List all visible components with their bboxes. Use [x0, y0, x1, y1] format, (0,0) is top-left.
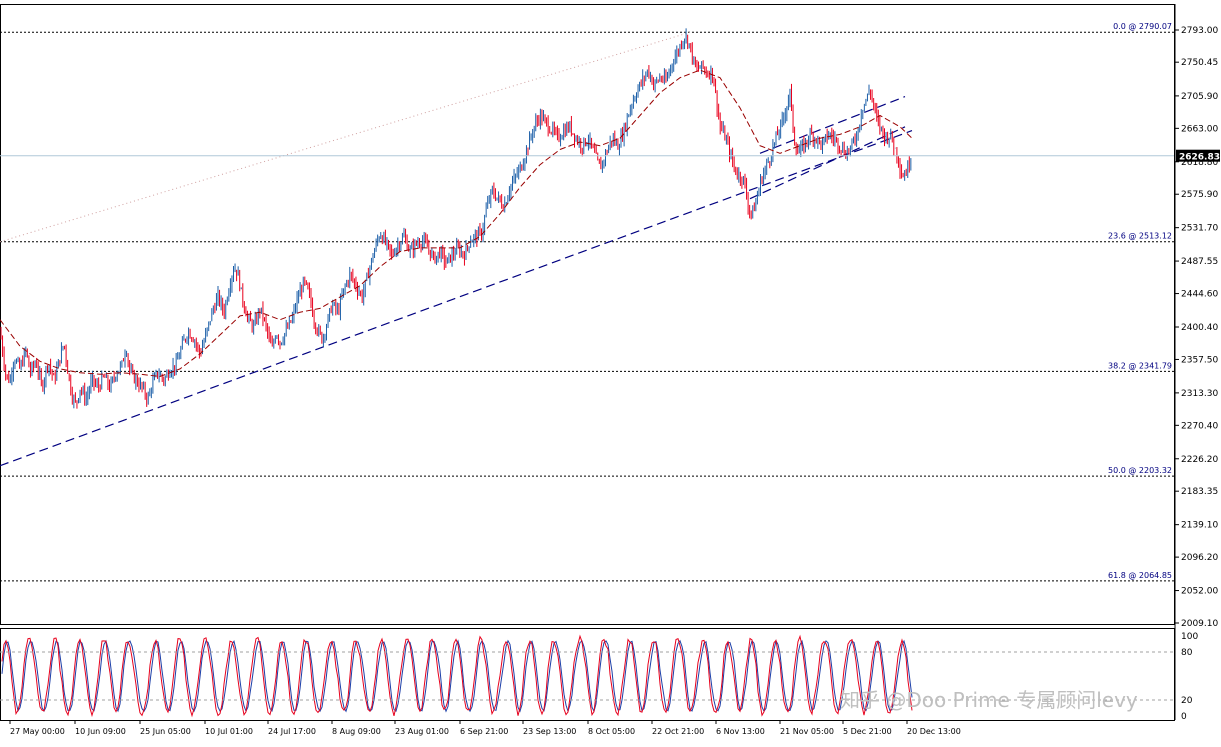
moving-average	[0, 69, 913, 378]
watermark-text: 知乎 @Doo Prime 专属顾问levy	[840, 688, 1138, 712]
stochastic-signal-line	[1, 639, 913, 713]
y-tick-label: 2618.80	[1181, 158, 1218, 168]
current-price-marker: 2626.83	[0, 149, 1220, 163]
y-tick-label: 2313.30	[1181, 389, 1218, 399]
y-tick-label: 2705.90	[1181, 92, 1218, 102]
x-tick-label: 27 May 00:00	[10, 727, 65, 736]
y-tick-label: 2663.00	[1181, 124, 1218, 134]
y-tick-label: 2183.35	[1181, 487, 1218, 497]
y-tick-label: 2750.45	[1181, 58, 1218, 68]
stochastic-main-line	[1, 634, 913, 718]
x-tick-label: 21 Nov 05:00	[780, 727, 834, 736]
candlestick-series	[0, 28, 912, 409]
y-tick-label: 2226.20	[1181, 455, 1218, 465]
y-tick-label: 2009.10	[1181, 619, 1218, 629]
y-tick-label: 2139.10	[1181, 521, 1218, 531]
x-tick-label: 8 Aug 09:00	[332, 727, 381, 736]
x-tick-label: 22 Oct 21:00	[652, 727, 704, 736]
trendline	[749, 126, 906, 200]
current-price-tag-bg	[1176, 149, 1220, 162]
x-tick-label: 8 Oct 05:00	[588, 727, 635, 736]
oscillator-axis: 100 80 20 0	[0, 632, 1198, 722]
price-axis: 2793.00 2750.45 2705.90 2663.00 2618.80 2575.…	[1174, 4, 1218, 720]
x-tick-label: 10 Jun 09:00	[75, 727, 126, 736]
moving-average-line	[0, 69, 913, 378]
y-tick-label: 2400.40	[1181, 323, 1218, 333]
y-tick-label: 2575.90	[1181, 190, 1218, 200]
stochastic-oscillator	[1, 634, 913, 718]
y-tick-label: 2270.40	[1181, 421, 1218, 431]
y-tick-label: 2793.00	[1181, 26, 1218, 36]
x-tick-label: 24 Jul 17:00	[268, 727, 316, 736]
x-tick-label: 23 Sep 13:00	[523, 727, 576, 736]
x-tick-label: 6 Sep 21:00	[460, 727, 508, 736]
fibonacci-levels: 0.0 @ 2790.07 23.6 @ 2513.12 38.2 @ 2341.7…	[0, 22, 1174, 582]
y-tick-label: 2487.55	[1181, 257, 1218, 267]
x-tick-label: 20 Dec 13:00	[907, 727, 961, 736]
oscillator-level-label: 20	[1181, 696, 1193, 706]
x-tick-label: 10 Jul 01:00	[205, 727, 253, 736]
fib-level-label: 61.8 @ 2064.85	[1108, 571, 1172, 580]
trendline	[0, 130, 913, 467]
x-tick-label: 23 Aug 01:00	[395, 727, 449, 736]
x-tick-label: 6 Nov 13:00	[716, 727, 765, 736]
y-tick-label: 2096.20	[1181, 553, 1218, 563]
fib-level-label: 50.0 @ 2203.32	[1108, 466, 1172, 475]
y-tick-label: 2052.00	[1181, 587, 1218, 597]
x-tick-label: 5 Dec 21:00	[843, 727, 892, 736]
y-tick-label: 2357.50	[1181, 355, 1218, 365]
trendline	[759, 96, 906, 154]
oscillator-level-label: 80	[1181, 648, 1193, 658]
y-tick-label: 2531.70	[1181, 224, 1218, 234]
fib-level-label: 38.2 @ 2341.79	[1108, 361, 1172, 370]
fib-anchor-line	[0, 31, 691, 243]
fib-level-label: 23.6 @ 2513.12	[1108, 232, 1172, 241]
y-tick-label: 2444.60	[1181, 290, 1218, 300]
x-tick-label: 25 Jun 05:00	[140, 727, 191, 736]
time-axis: 27 May 00:00 10 Jun 09:00 25 Jun 05:00 10 J…	[9, 720, 961, 736]
trendlines	[0, 96, 913, 467]
fib-level-label: 0.0 @ 2790.07	[1113, 22, 1172, 31]
oscillator-level-label: 100	[1181, 632, 1198, 642]
oscillator-level-label: 0	[1181, 712, 1187, 722]
current-price-tag-label: 2626.83	[1179, 153, 1220, 163]
